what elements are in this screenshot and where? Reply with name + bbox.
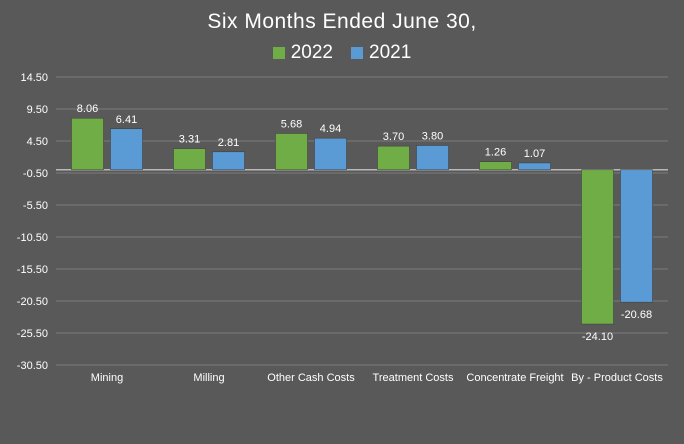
legend: 2022 2021	[0, 42, 684, 64]
y-tick-label: 9.50	[27, 104, 48, 116]
bar-2022	[173, 148, 206, 171]
legend-label-2021: 2021	[369, 42, 412, 63]
data-label: 6.41	[116, 114, 137, 126]
data-label: 3.80	[422, 130, 443, 142]
data-label: 8.06	[77, 103, 98, 115]
bar-2021	[620, 169, 653, 303]
data-label: 5.68	[281, 118, 302, 130]
y-tick-label: -25.50	[17, 328, 48, 340]
y-tick-label: -20.50	[17, 296, 48, 308]
data-label: -20.68	[621, 309, 652, 321]
data-label: 2.81	[218, 137, 239, 149]
legend-swatch-2021	[351, 47, 363, 59]
data-label: 3.31	[179, 134, 200, 146]
category-label: Concentrate Freight	[466, 372, 563, 384]
data-label: 1.07	[524, 148, 545, 160]
chart-title: Six Months Ended June 30,	[207, 10, 477, 33]
bar-2021	[110, 128, 143, 171]
y-tick-label: -30.50	[17, 360, 48, 372]
legend-swatch-2022	[272, 47, 285, 59]
bar-2021	[416, 145, 449, 171]
y-tick-label: 14.50	[20, 72, 48, 84]
category-label: Milling	[193, 372, 224, 384]
legend-label-2022: 2022	[290, 42, 333, 63]
category-label: Other Cash Costs	[267, 372, 355, 384]
y-tick-label: -15.50	[17, 264, 48, 276]
bar-2022	[581, 169, 614, 325]
bar-2021	[314, 137, 347, 171]
y-tick-label: -10.50	[17, 232, 48, 244]
data-label: 3.70	[383, 131, 404, 143]
category-label: By - Product Costs	[571, 372, 663, 384]
y-tick-label: -0.50	[23, 168, 48, 180]
legend-item-2021: 2021	[351, 42, 411, 64]
bar-2021	[212, 151, 245, 171]
bar-2022	[377, 145, 410, 171]
y-tick-label: -5.50	[23, 200, 48, 212]
y-tick-label: 4.50	[27, 136, 48, 148]
legend-item-2022: 2022	[272, 42, 333, 64]
category-label: Treatment Costs	[373, 372, 454, 384]
bar-2022	[275, 133, 308, 171]
bar-2021	[518, 162, 551, 171]
data-label: -24.10	[582, 331, 613, 343]
bar-2022	[479, 161, 512, 171]
category-label: Mining	[91, 372, 123, 384]
data-label: 4.94	[320, 123, 341, 135]
bar-2022	[71, 117, 104, 171]
data-label: 1.26	[485, 147, 506, 159]
